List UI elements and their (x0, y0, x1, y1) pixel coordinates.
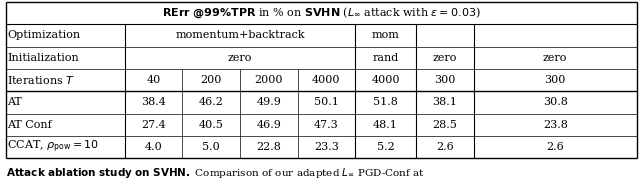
Text: zero: zero (433, 53, 457, 63)
Text: 300: 300 (434, 75, 456, 85)
Text: mom: mom (372, 30, 399, 40)
Text: 40: 40 (147, 75, 161, 85)
Text: rand: rand (372, 53, 399, 63)
Text: 51.8: 51.8 (373, 97, 398, 107)
Text: 50.1: 50.1 (314, 97, 339, 107)
Text: 28.5: 28.5 (433, 120, 457, 130)
Text: 5.0: 5.0 (202, 142, 220, 152)
Text: 30.8: 30.8 (543, 97, 568, 107)
Text: 300: 300 (545, 75, 566, 85)
Text: 200: 200 (200, 75, 222, 85)
Text: Optimization: Optimization (7, 30, 80, 40)
Text: 40.5: 40.5 (199, 120, 223, 130)
Text: 2000: 2000 (255, 75, 283, 85)
Text: Iterations $T$: Iterations $T$ (7, 74, 75, 86)
Text: 48.1: 48.1 (373, 120, 398, 130)
Text: 47.3: 47.3 (314, 120, 339, 130)
Text: 2.6: 2.6 (436, 142, 454, 152)
Text: zero: zero (228, 53, 252, 63)
Text: 22.8: 22.8 (257, 142, 281, 152)
Text: 38.4: 38.4 (141, 97, 166, 107)
Text: CCAT, $\rho_{\mathrm{pow}} = 10$: CCAT, $\rho_{\mathrm{pow}} = 10$ (7, 139, 99, 155)
Text: 23.8: 23.8 (543, 120, 568, 130)
Text: 23.3: 23.3 (314, 142, 339, 152)
Text: 2.6: 2.6 (547, 142, 564, 152)
Text: 49.9: 49.9 (257, 97, 281, 107)
Text: Initialization: Initialization (7, 53, 79, 63)
Text: 46.9: 46.9 (257, 120, 281, 130)
Text: 5.2: 5.2 (377, 142, 394, 152)
Text: 4000: 4000 (371, 75, 400, 85)
Text: AT Conf: AT Conf (7, 120, 52, 130)
Text: zero: zero (543, 53, 568, 63)
Text: 4.0: 4.0 (145, 142, 163, 152)
Text: AT: AT (7, 97, 22, 107)
Text: 4000: 4000 (312, 75, 340, 85)
Text: momentum+backtrack: momentum+backtrack (175, 30, 305, 40)
Text: 27.4: 27.4 (141, 120, 166, 130)
Text: $\mathbf{Attack\ ablation\ study\ on\ SVHN.}$ Comparison of our adapted $L_\inft: $\mathbf{Attack\ ablation\ study\ on\ SV… (6, 166, 425, 180)
Text: 38.1: 38.1 (433, 97, 457, 107)
Text: 46.2: 46.2 (199, 97, 223, 107)
Text: $\mathbf{RErr\ @99\%TPR}$ in % on $\mathbf{SVHN}$ ($L_\infty$ attack with $\epsi: $\mathbf{RErr\ @99\%TPR}$ in % on $\math… (163, 6, 481, 20)
